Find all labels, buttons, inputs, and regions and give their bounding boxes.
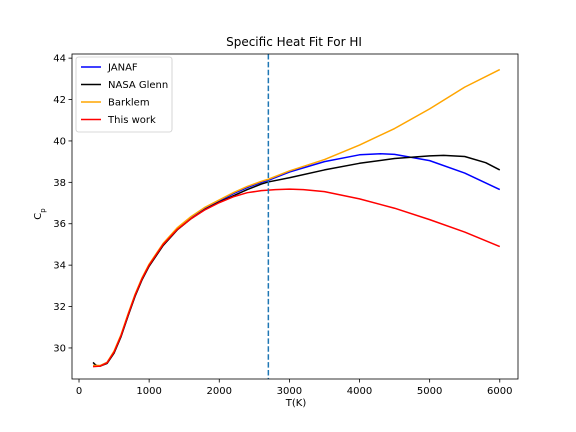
- series-line-this-work: [92, 188, 501, 368]
- plot-frame: [71, 53, 519, 380]
- x-tick-label: 1000: [136, 386, 161, 397]
- x-tick-label: 4000: [347, 386, 372, 397]
- series-line-nasa-glenn: [92, 154, 501, 367]
- x-tick-label: 6000: [487, 386, 512, 397]
- x-tick-label: 0: [76, 386, 82, 397]
- legend-box: [75, 56, 173, 133]
- chart-title: Specific Heat Fit For HI: [226, 35, 362, 49]
- x-tick-label: 2000: [207, 386, 232, 397]
- y-tick-label: 32: [53, 302, 66, 313]
- y-tick-label: 38: [53, 178, 66, 189]
- x-axis-label: T(K): [285, 398, 307, 409]
- series-layer: [92, 68, 501, 368]
- y-tick-label: 40: [53, 136, 66, 147]
- legend-label-barklem: Barklem: [108, 98, 150, 109]
- legend-label-this-work: This work: [107, 115, 156, 126]
- y-tick-label: 30: [53, 343, 66, 354]
- legend: JANAF NASA Glenn Barklem This work: [75, 56, 173, 133]
- y-tick-label: 34: [53, 261, 66, 272]
- y-tick-label: 36: [53, 219, 66, 230]
- x-tick-label: 3000: [277, 386, 302, 397]
- legend-label-nasa-glenn: NASA Glenn: [108, 80, 168, 91]
- x-tick-label: 5000: [417, 386, 442, 397]
- y-axis-label: Cp: [33, 208, 47, 220]
- y-tick-label: 42: [53, 95, 66, 106]
- y-axis: 30 32 34 36 38 40 42 44: [53, 54, 72, 354]
- x-axis: 0 1000 2000 3000 4000 5000 6000: [76, 379, 512, 397]
- y-tick-label: 44: [53, 54, 66, 65]
- legend-label-janaf: JANAF: [107, 63, 138, 74]
